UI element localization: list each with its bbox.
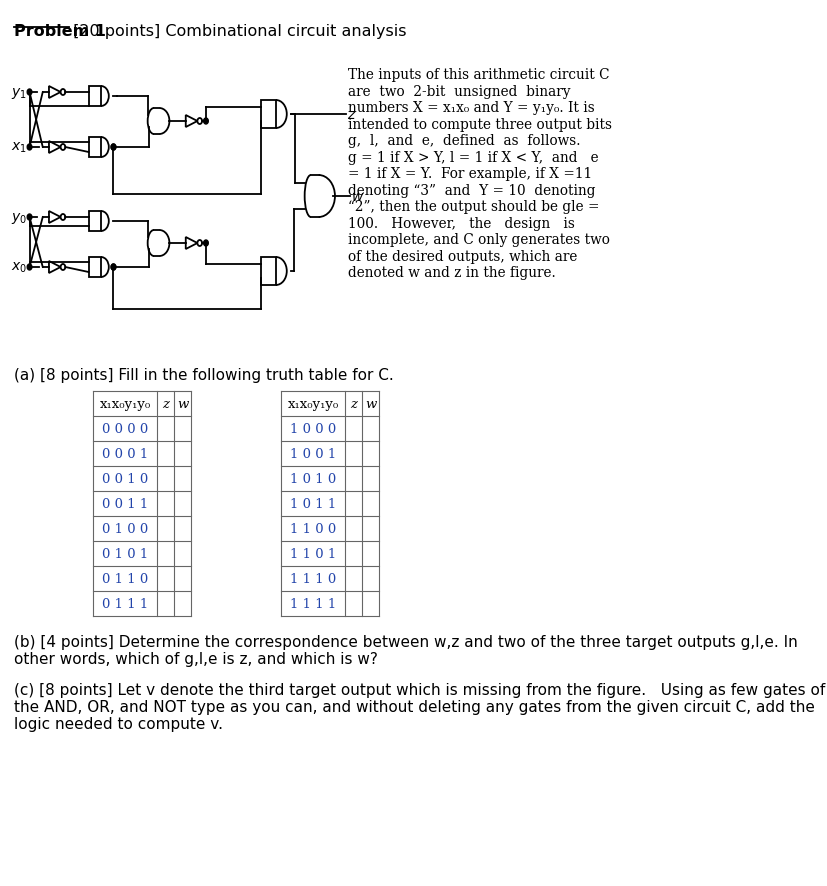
Text: 0 0 1 0: 0 0 1 0 — [102, 472, 148, 486]
Circle shape — [111, 265, 116, 271]
Text: (b) [4 points] Determine the correspondence between w,z and two of the three tar: (b) [4 points] Determine the corresponde… — [14, 634, 798, 649]
Text: (a) [8 points] Fill in the following truth table for C.: (a) [8 points] Fill in the following tru… — [14, 368, 394, 383]
Text: are  two  2-bit  unsigned  binary: are two 2-bit unsigned binary — [348, 84, 571, 98]
Text: w: w — [365, 398, 376, 410]
Text: 1 0 1 1: 1 0 1 1 — [290, 497, 337, 510]
Text: g,  l,  and  e,  defined  as  follows.: g, l, and e, defined as follows. — [348, 134, 581, 148]
Text: 0 1 0 1: 0 1 0 1 — [102, 548, 148, 560]
Circle shape — [60, 265, 65, 271]
Text: 1 0 1 0: 1 0 1 0 — [290, 472, 337, 486]
Text: 1 1 0 1: 1 1 0 1 — [290, 548, 337, 560]
Text: of the desired outputs, which are: of the desired outputs, which are — [348, 249, 577, 263]
Circle shape — [60, 214, 65, 221]
Text: 0 1 1 0: 0 1 1 0 — [102, 572, 148, 586]
Text: z: z — [350, 398, 357, 410]
Circle shape — [111, 144, 116, 151]
Circle shape — [111, 265, 116, 271]
Circle shape — [60, 144, 65, 151]
Text: $x_0$: $x_0$ — [11, 260, 27, 275]
Circle shape — [111, 144, 116, 151]
Text: 1 1 0 0: 1 1 0 0 — [290, 523, 337, 535]
Text: 1 0 0 0: 1 0 0 0 — [290, 423, 337, 436]
Text: 0 0 0 0: 0 0 0 0 — [102, 423, 148, 436]
Text: = 1 if X = Y.  For example, if X =11: = 1 if X = Y. For example, if X =11 — [348, 167, 592, 181]
Text: denoted w and z in the figure.: denoted w and z in the figure. — [348, 266, 556, 280]
Circle shape — [203, 119, 208, 125]
Text: intended to compute three output bits: intended to compute three output bits — [348, 117, 612, 131]
Circle shape — [27, 89, 32, 96]
Text: “2”, then the output should be gle =: “2”, then the output should be gle = — [348, 199, 600, 214]
Text: g = 1 if X > Y, l = 1 if X < Y,  and   e: g = 1 if X > Y, l = 1 if X < Y, and e — [348, 151, 599, 164]
Circle shape — [27, 265, 32, 271]
Text: Problem 1: Problem 1 — [14, 24, 106, 39]
Text: numbers X = x₁x₀ and Y = y₁y₀. It is: numbers X = x₁x₀ and Y = y₁y₀. It is — [348, 101, 595, 115]
Circle shape — [27, 214, 32, 221]
Circle shape — [198, 119, 202, 125]
Text: (c) [8 points] Let v denote the third target output which is missing from the fi: (c) [8 points] Let v denote the third ta… — [14, 682, 825, 697]
Text: w: w — [177, 398, 189, 410]
Text: $x_1$: $x_1$ — [11, 141, 26, 155]
Text: $z$: $z$ — [347, 108, 357, 122]
Circle shape — [203, 241, 208, 246]
Text: x₁x₀y₁y₀: x₁x₀y₁y₀ — [288, 398, 339, 410]
Text: $y_0$: $y_0$ — [11, 210, 27, 225]
Circle shape — [27, 144, 32, 151]
Text: 0 0 1 1: 0 0 1 1 — [102, 497, 148, 510]
Text: $w$: $w$ — [351, 190, 365, 204]
Text: 1 1 1 1: 1 1 1 1 — [290, 597, 337, 610]
Circle shape — [60, 89, 65, 96]
Text: 0 1 0 0: 0 1 0 0 — [102, 523, 148, 535]
Text: the AND, OR, and NOT type as you can, and without deleting any gates from the gi: the AND, OR, and NOT type as you can, an… — [14, 699, 815, 714]
Text: x₁x₀y₁y₀: x₁x₀y₁y₀ — [99, 398, 151, 410]
Text: 100.   However,   the   design   is: 100. However, the design is — [348, 216, 575, 230]
Circle shape — [198, 241, 202, 246]
Text: other words, which of g,l,e is z, and which is w?: other words, which of g,l,e is z, and wh… — [14, 651, 378, 666]
Text: 1 1 1 0: 1 1 1 0 — [290, 572, 337, 586]
Text: [20 points] Combinational circuit analysis: [20 points] Combinational circuit analys… — [69, 24, 407, 39]
Text: The inputs of this arithmetic circuit C: The inputs of this arithmetic circuit C — [348, 68, 609, 82]
Text: incomplete, and C only generates two: incomplete, and C only generates two — [348, 233, 610, 246]
Text: logic needed to compute v.: logic needed to compute v. — [14, 716, 223, 731]
Text: 1 0 0 1: 1 0 0 1 — [290, 447, 337, 461]
Text: denoting “3”  and  Y = 10  denoting: denoting “3” and Y = 10 denoting — [348, 183, 595, 198]
Text: 0 0 0 1: 0 0 0 1 — [102, 447, 148, 461]
Text: 0 1 1 1: 0 1 1 1 — [102, 597, 148, 610]
Text: z: z — [162, 398, 169, 410]
Text: $y_1$: $y_1$ — [11, 85, 26, 100]
